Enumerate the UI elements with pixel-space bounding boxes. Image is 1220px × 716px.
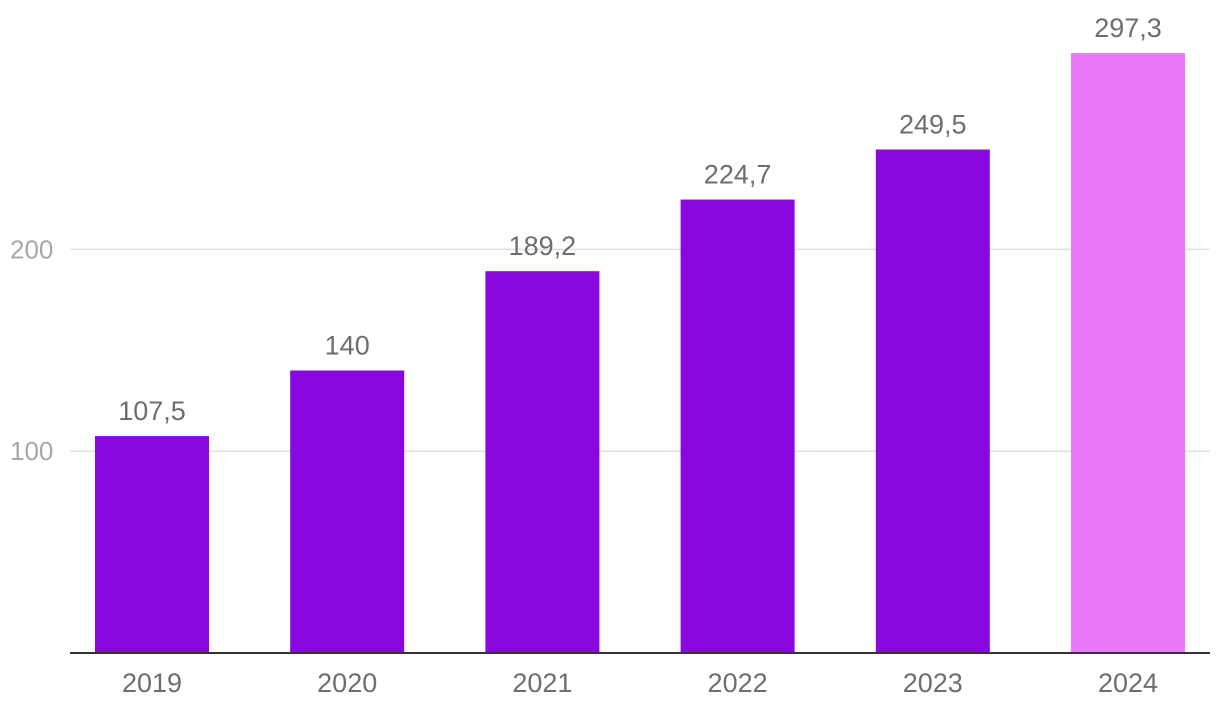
value-labels: 107,5 140 189,2 224,7 249,5 297,3 [118,13,1162,426]
bar-2019 [95,436,209,653]
gridlines [70,248,1210,452]
value-label-2019: 107,5 [118,396,186,426]
value-label-2020: 140 [325,330,370,360]
x-tick-label-2020: 2020 [317,668,377,698]
y-tick-label: 100 [10,436,53,466]
value-label-2023: 249,5 [899,110,967,140]
bar-2021 [485,271,600,653]
x-tick-label-2023: 2023 [903,668,963,698]
x-tick-label-2021: 2021 [512,668,572,698]
bars [95,53,1185,654]
bar-2024 [1071,53,1185,654]
value-label-2024: 297,3 [1094,13,1162,43]
y-tick-label: 200 [10,234,53,264]
bar-2022 [680,199,795,653]
y-axis-tick-labels: 100 200 [10,234,53,466]
bar-2020 [290,370,405,653]
value-label-2022: 224,7 [704,160,772,190]
x-tick-label-2019: 2019 [122,668,182,698]
x-tick-label-2024: 2024 [1098,668,1158,698]
value-label-2021: 189,2 [509,231,577,261]
x-tick-label-2022: 2022 [708,668,768,698]
x-axis-tick-labels: 2019 2020 2021 2022 2023 2024 [122,668,1158,698]
bar-2023 [875,149,990,653]
